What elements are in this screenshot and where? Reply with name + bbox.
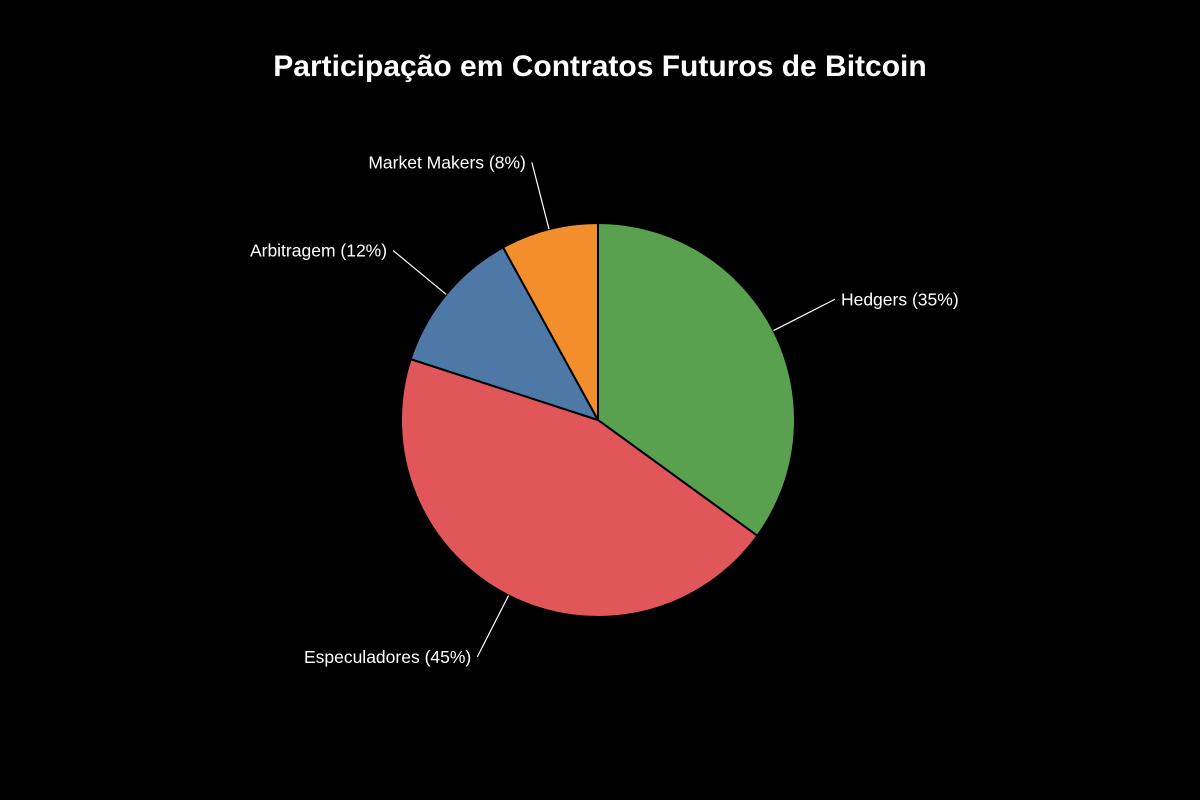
slice-label-market-makers: Market Makers (8%) <box>368 153 526 173</box>
leader-line-especuladores <box>476 595 510 658</box>
slice-label-hedgers: Hedgers (35%) <box>841 289 959 309</box>
leader-line-arbitragem <box>392 250 447 295</box>
leader-line-hedgers <box>773 298 836 332</box>
slice-label-especuladores: Especuladores (45%) <box>304 647 471 667</box>
leader-line-market-makers <box>531 162 550 230</box>
pie-slice-arbitragem <box>409 246 599 421</box>
pie-slice-market-makers <box>502 222 599 421</box>
chart-title: Participação em Contratos Futuros de Bit… <box>273 50 927 83</box>
pie-slice-hedgers <box>597 222 796 537</box>
slice-label-arbitragem: Arbitragem (12%) <box>250 241 387 261</box>
